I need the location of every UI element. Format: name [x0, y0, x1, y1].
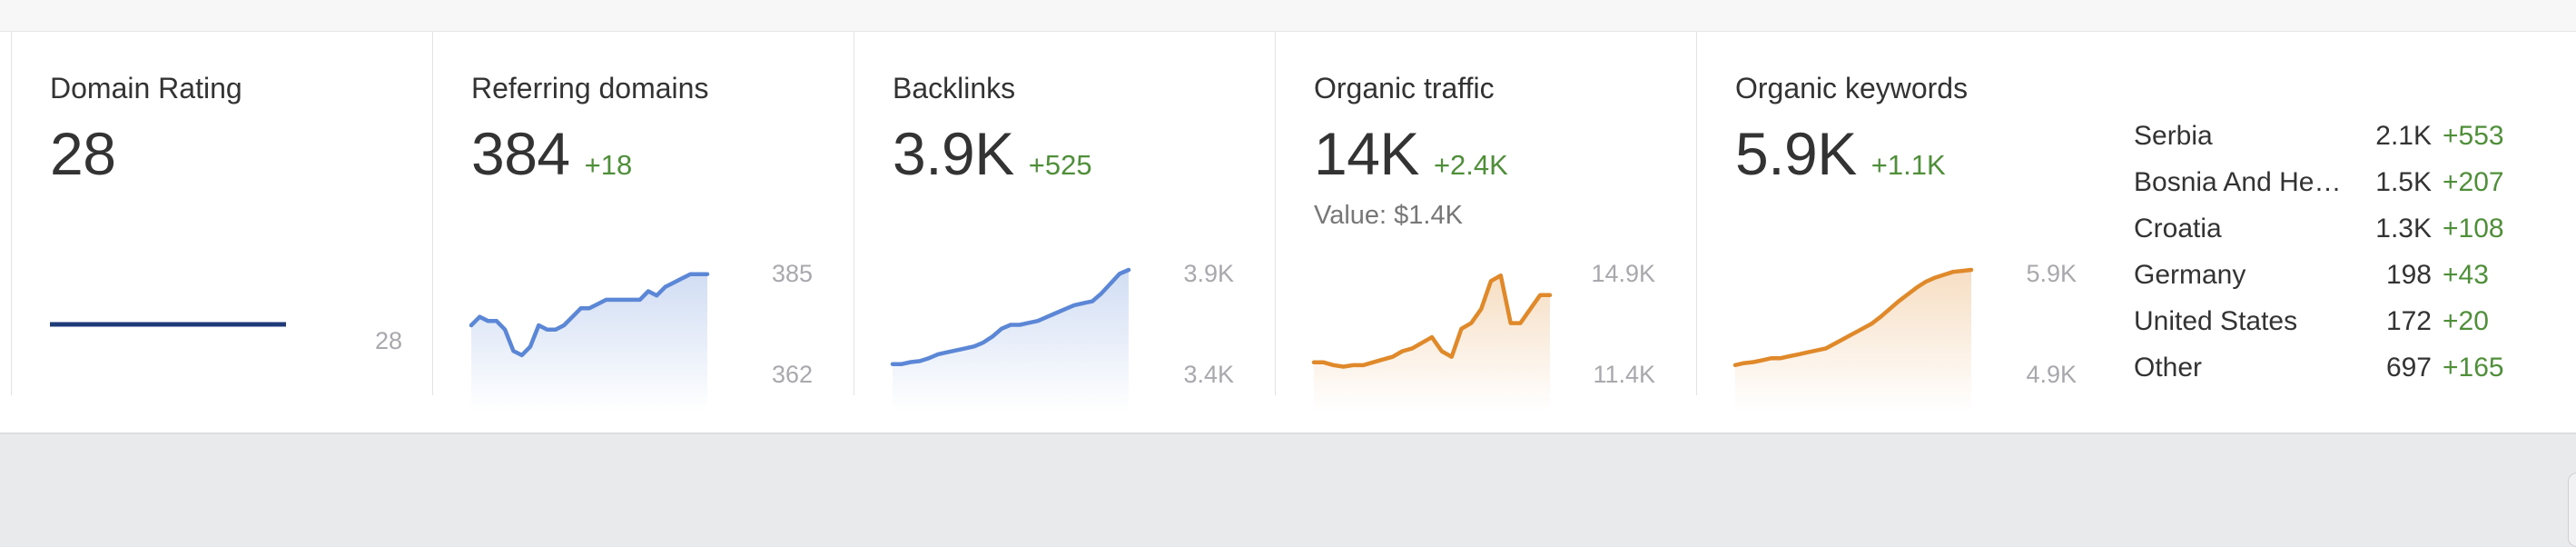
- country-name: Serbia: [2134, 121, 2213, 151]
- country-breakdown-table: Serbia 2.1K +553 Bosnia And He… 1.5K +20…: [2134, 121, 2515, 399]
- organic-traffic-delta: +2.4K: [1433, 149, 1508, 181]
- country-name: Bosnia And He…: [2134, 167, 2342, 197]
- country-value: 697: [2385, 353, 2432, 383]
- backlinks-value[interactable]: 3.9K: [893, 120, 1014, 187]
- referring-domains-delta: +18: [584, 149, 633, 181]
- country-row[interactable]: Bosnia And He… 1.5K +207: [2134, 167, 2515, 214]
- organic-traffic-axis-min: 11.4K: [1593, 361, 1655, 388]
- domain-rating-axis-label: 28: [374, 327, 402, 354]
- backlinks-panel: Backlinks 3.9K +525 3.9K 3.4K: [854, 32, 1276, 412]
- country-row[interactable]: Germany 198 +43: [2134, 260, 2515, 306]
- organic-traffic-title[interactable]: Organic traffic: [1314, 72, 1495, 104]
- organic-traffic-value-note: Value: $1.4K: [1314, 201, 1463, 230]
- organic-keywords-panel: Organic keywords 5.9K +1.1K 5.9K 4.9K: [1696, 32, 2551, 412]
- sparkline-line: [1732, 267, 1974, 368]
- organic-traffic-value[interactable]: 14K: [1314, 120, 1419, 187]
- country-delta: +20: [2443, 306, 2489, 336]
- country-value: 172: [2385, 306, 2432, 336]
- sparkline-line: [890, 267, 1131, 366]
- country-row[interactable]: Serbia 2.1K +553: [2134, 121, 2515, 167]
- country-value: 1.3K: [2375, 214, 2432, 244]
- organic-keywords-value-row: 5.9K +1.1K: [1735, 119, 1946, 188]
- sparkline-area: [1735, 270, 1971, 412]
- organic-keywords-sparkline: [1732, 267, 1974, 412]
- country-name: United States: [2134, 306, 2298, 336]
- referring-domains-axis-max: 385: [771, 260, 813, 287]
- organic-keywords-delta: +1.1K: [1870, 149, 1946, 181]
- country-delta: +165: [2443, 353, 2504, 383]
- country-name: Other: [2134, 353, 2203, 383]
- backlinks-title[interactable]: Backlinks: [893, 72, 1016, 104]
- organic-keywords-axis-max: 5.9K: [2026, 260, 2077, 287]
- backlinks-axis-min: 3.4K: [1183, 361, 1234, 388]
- sparkline-line: [469, 272, 710, 358]
- scroll-handle[interactable]: [2568, 472, 2576, 547]
- country-name: Croatia: [2134, 214, 2222, 244]
- domain-rating-title[interactable]: Domain Rating: [50, 72, 242, 104]
- organic-traffic-axis-max: 14.9K: [1591, 260, 1655, 287]
- organic-keywords-axis-min: 4.9K: [2026, 361, 2077, 388]
- referring-domains-sparkline: [469, 272, 710, 412]
- country-value: 198: [2385, 260, 2432, 290]
- referring-domains-value[interactable]: 384: [471, 120, 570, 187]
- referring-domains-title[interactable]: Referring domains: [471, 72, 709, 104]
- country-delta: +108: [2443, 214, 2504, 244]
- country-value: 2.1K: [2375, 121, 2432, 151]
- overview-metrics-card: Domain Rating 28 28 Referring domains 38…: [0, 32, 2576, 434]
- country-row[interactable]: Other 697 +165: [2134, 353, 2515, 399]
- country-delta: +207: [2443, 167, 2504, 197]
- organic-keywords-title[interactable]: Organic keywords: [1735, 72, 1969, 104]
- sparkline-line: [1311, 273, 1553, 369]
- backlinks-axis-max: 3.9K: [1183, 260, 1234, 287]
- country-row[interactable]: Croatia 1.3K +108: [2134, 214, 2515, 260]
- backlinks-delta: +525: [1028, 149, 1092, 181]
- organic-traffic-sparkline: [1311, 273, 1553, 412]
- domain-rating-value-row: 28: [50, 119, 116, 188]
- domain-rating-chart: [50, 322, 286, 327]
- domain-rating-value: 28: [50, 120, 116, 187]
- country-delta: +43: [2443, 260, 2489, 290]
- organic-traffic-value-row: 14K +2.4K: [1314, 119, 1508, 188]
- country-name: Germany: [2134, 260, 2246, 290]
- referring-domains-axis-min: 362: [771, 361, 813, 388]
- country-row[interactable]: United States 172 +20: [2134, 306, 2515, 353]
- top-bar: [0, 0, 2576, 32]
- country-value: 1.5K: [2375, 167, 2432, 197]
- referring-domains-panel: Referring domains 384 +18 385 362: [432, 32, 854, 412]
- domain-rating-panel: Domain Rating 28 28: [11, 32, 433, 395]
- sparkline-area: [893, 270, 1129, 412]
- country-delta: +553: [2443, 121, 2504, 151]
- sparkline-area: [471, 274, 707, 412]
- backlinks-sparkline: [890, 267, 1131, 412]
- backlinks-value-row: 3.9K +525: [893, 119, 1092, 188]
- sparkline-area: [1314, 275, 1550, 412]
- organic-traffic-panel: Organic traffic 14K +2.4K Value: $1.4K 14…: [1275, 32, 1697, 412]
- organic-keywords-value[interactable]: 5.9K: [1735, 120, 1857, 187]
- referring-domains-value-row: 384 +18: [471, 119, 632, 188]
